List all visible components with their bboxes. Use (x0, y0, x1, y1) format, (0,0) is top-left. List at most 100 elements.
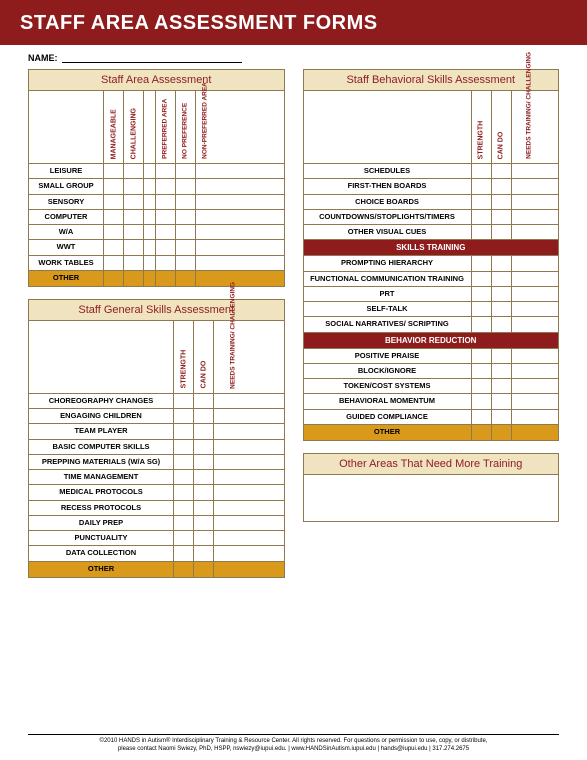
behavioral-tbl-cell[interactable] (472, 164, 492, 178)
behavioral-tbl-cell[interactable] (512, 272, 548, 286)
general-tbl-cell[interactable] (214, 516, 254, 530)
general-tbl-cell[interactable] (214, 440, 254, 454)
area-cell[interactable] (104, 210, 124, 224)
behavioral-tbl-cell[interactable] (472, 317, 492, 331)
behavioral-tbl-cell[interactable] (492, 364, 512, 378)
behavioral-tbl-cell[interactable] (512, 317, 548, 331)
behavioral-tbl-cell[interactable] (512, 410, 548, 424)
area-cell[interactable] (196, 210, 216, 224)
general-tbl-cell[interactable] (174, 424, 194, 438)
behavioral-tbl-cell[interactable] (492, 256, 512, 270)
behavioral-tbl-cell[interactable] (492, 272, 512, 286)
behavioral-tbl-cell[interactable] (512, 302, 548, 316)
area-cell[interactable] (176, 210, 196, 224)
general-tbl-cell[interactable] (194, 501, 214, 515)
behavioral-tbl-cell[interactable] (492, 410, 512, 424)
general-tbl-cell[interactable] (174, 409, 194, 423)
behavioral-tbl-cell[interactable] (472, 364, 492, 378)
behavioral-tbl-cell[interactable] (512, 425, 548, 440)
area-cell[interactable] (124, 271, 144, 286)
area-cell[interactable] (196, 256, 216, 270)
area-cell[interactable] (124, 195, 144, 209)
behavioral-tbl-cell[interactable] (512, 210, 548, 224)
behavioral-tbl-cell[interactable] (472, 349, 492, 363)
general-tbl-cell[interactable] (214, 562, 254, 577)
general-tbl-cell[interactable] (174, 562, 194, 577)
behavioral-tbl-cell[interactable] (512, 349, 548, 363)
behavioral-tbl-cell[interactable] (472, 225, 492, 239)
general-tbl-cell[interactable] (194, 470, 214, 484)
behavioral-tbl-cell[interactable] (472, 394, 492, 408)
general-tbl-cell[interactable] (214, 455, 254, 469)
area-cell[interactable] (156, 179, 176, 193)
general-tbl-cell[interactable] (194, 516, 214, 530)
area-cell[interactable] (104, 164, 124, 178)
more-training-body[interactable] (304, 475, 559, 521)
behavioral-tbl-cell[interactable] (492, 287, 512, 301)
general-tbl-cell[interactable] (194, 531, 214, 545)
area-cell[interactable] (156, 271, 176, 286)
behavioral-tbl-cell[interactable] (492, 225, 512, 239)
area-cell[interactable] (176, 195, 196, 209)
area-cell[interactable] (176, 271, 196, 286)
area-cell[interactable] (196, 195, 216, 209)
behavioral-tbl-cell[interactable] (492, 210, 512, 224)
general-tbl-cell[interactable] (174, 485, 194, 499)
behavioral-tbl-cell[interactable] (492, 349, 512, 363)
area-cell[interactable] (176, 240, 196, 254)
behavioral-tbl-cell[interactable] (472, 410, 492, 424)
area-cell[interactable] (196, 240, 216, 254)
behavioral-tbl-cell[interactable] (492, 425, 512, 440)
area-cell[interactable] (156, 256, 176, 270)
general-tbl-cell[interactable] (174, 470, 194, 484)
area-cell[interactable] (124, 164, 144, 178)
area-cell[interactable] (124, 179, 144, 193)
behavioral-tbl-cell[interactable] (492, 394, 512, 408)
general-tbl-cell[interactable] (194, 409, 214, 423)
general-tbl-cell[interactable] (174, 455, 194, 469)
behavioral-tbl-cell[interactable] (472, 179, 492, 193)
area-cell[interactable] (196, 271, 216, 286)
behavioral-tbl-cell[interactable] (492, 195, 512, 209)
general-tbl-cell[interactable] (194, 440, 214, 454)
area-cell[interactable] (104, 179, 124, 193)
area-cell[interactable] (124, 210, 144, 224)
general-tbl-cell[interactable] (194, 424, 214, 438)
area-cell[interactable] (124, 225, 144, 239)
behavioral-tbl-cell[interactable] (512, 225, 548, 239)
area-cell[interactable] (104, 240, 124, 254)
behavioral-tbl-cell[interactable] (472, 256, 492, 270)
general-tbl-cell[interactable] (214, 501, 254, 515)
behavioral-tbl-cell[interactable] (472, 287, 492, 301)
general-tbl-cell[interactable] (194, 455, 214, 469)
behavioral-tbl-cell[interactable] (492, 379, 512, 393)
area-cell[interactable] (176, 256, 196, 270)
area-cell[interactable] (124, 256, 144, 270)
behavioral-tbl-cell[interactable] (472, 272, 492, 286)
general-tbl-cell[interactable] (174, 501, 194, 515)
area-cell[interactable] (104, 256, 124, 270)
area-cell[interactable] (156, 164, 176, 178)
general-tbl-cell[interactable] (174, 394, 194, 408)
general-tbl-cell[interactable] (174, 440, 194, 454)
behavioral-tbl-cell[interactable] (512, 256, 548, 270)
area-cell[interactable] (176, 164, 196, 178)
behavioral-tbl-cell[interactable] (512, 179, 548, 193)
area-cell[interactable] (156, 240, 176, 254)
general-tbl-cell[interactable] (174, 516, 194, 530)
area-cell[interactable] (124, 240, 144, 254)
general-tbl-cell[interactable] (214, 470, 254, 484)
area-cell[interactable] (156, 225, 176, 239)
general-tbl-cell[interactable] (194, 562, 214, 577)
general-tbl-cell[interactable] (214, 394, 254, 408)
behavioral-tbl-cell[interactable] (492, 164, 512, 178)
behavioral-tbl-cell[interactable] (512, 195, 548, 209)
name-input-line[interactable] (62, 62, 242, 63)
general-tbl-cell[interactable] (214, 424, 254, 438)
behavioral-tbl-cell[interactable] (492, 179, 512, 193)
area-cell[interactable] (104, 225, 124, 239)
behavioral-tbl-cell[interactable] (512, 379, 548, 393)
general-tbl-cell[interactable] (194, 546, 214, 560)
behavioral-tbl-cell[interactable] (472, 195, 492, 209)
area-cell[interactable] (196, 179, 216, 193)
